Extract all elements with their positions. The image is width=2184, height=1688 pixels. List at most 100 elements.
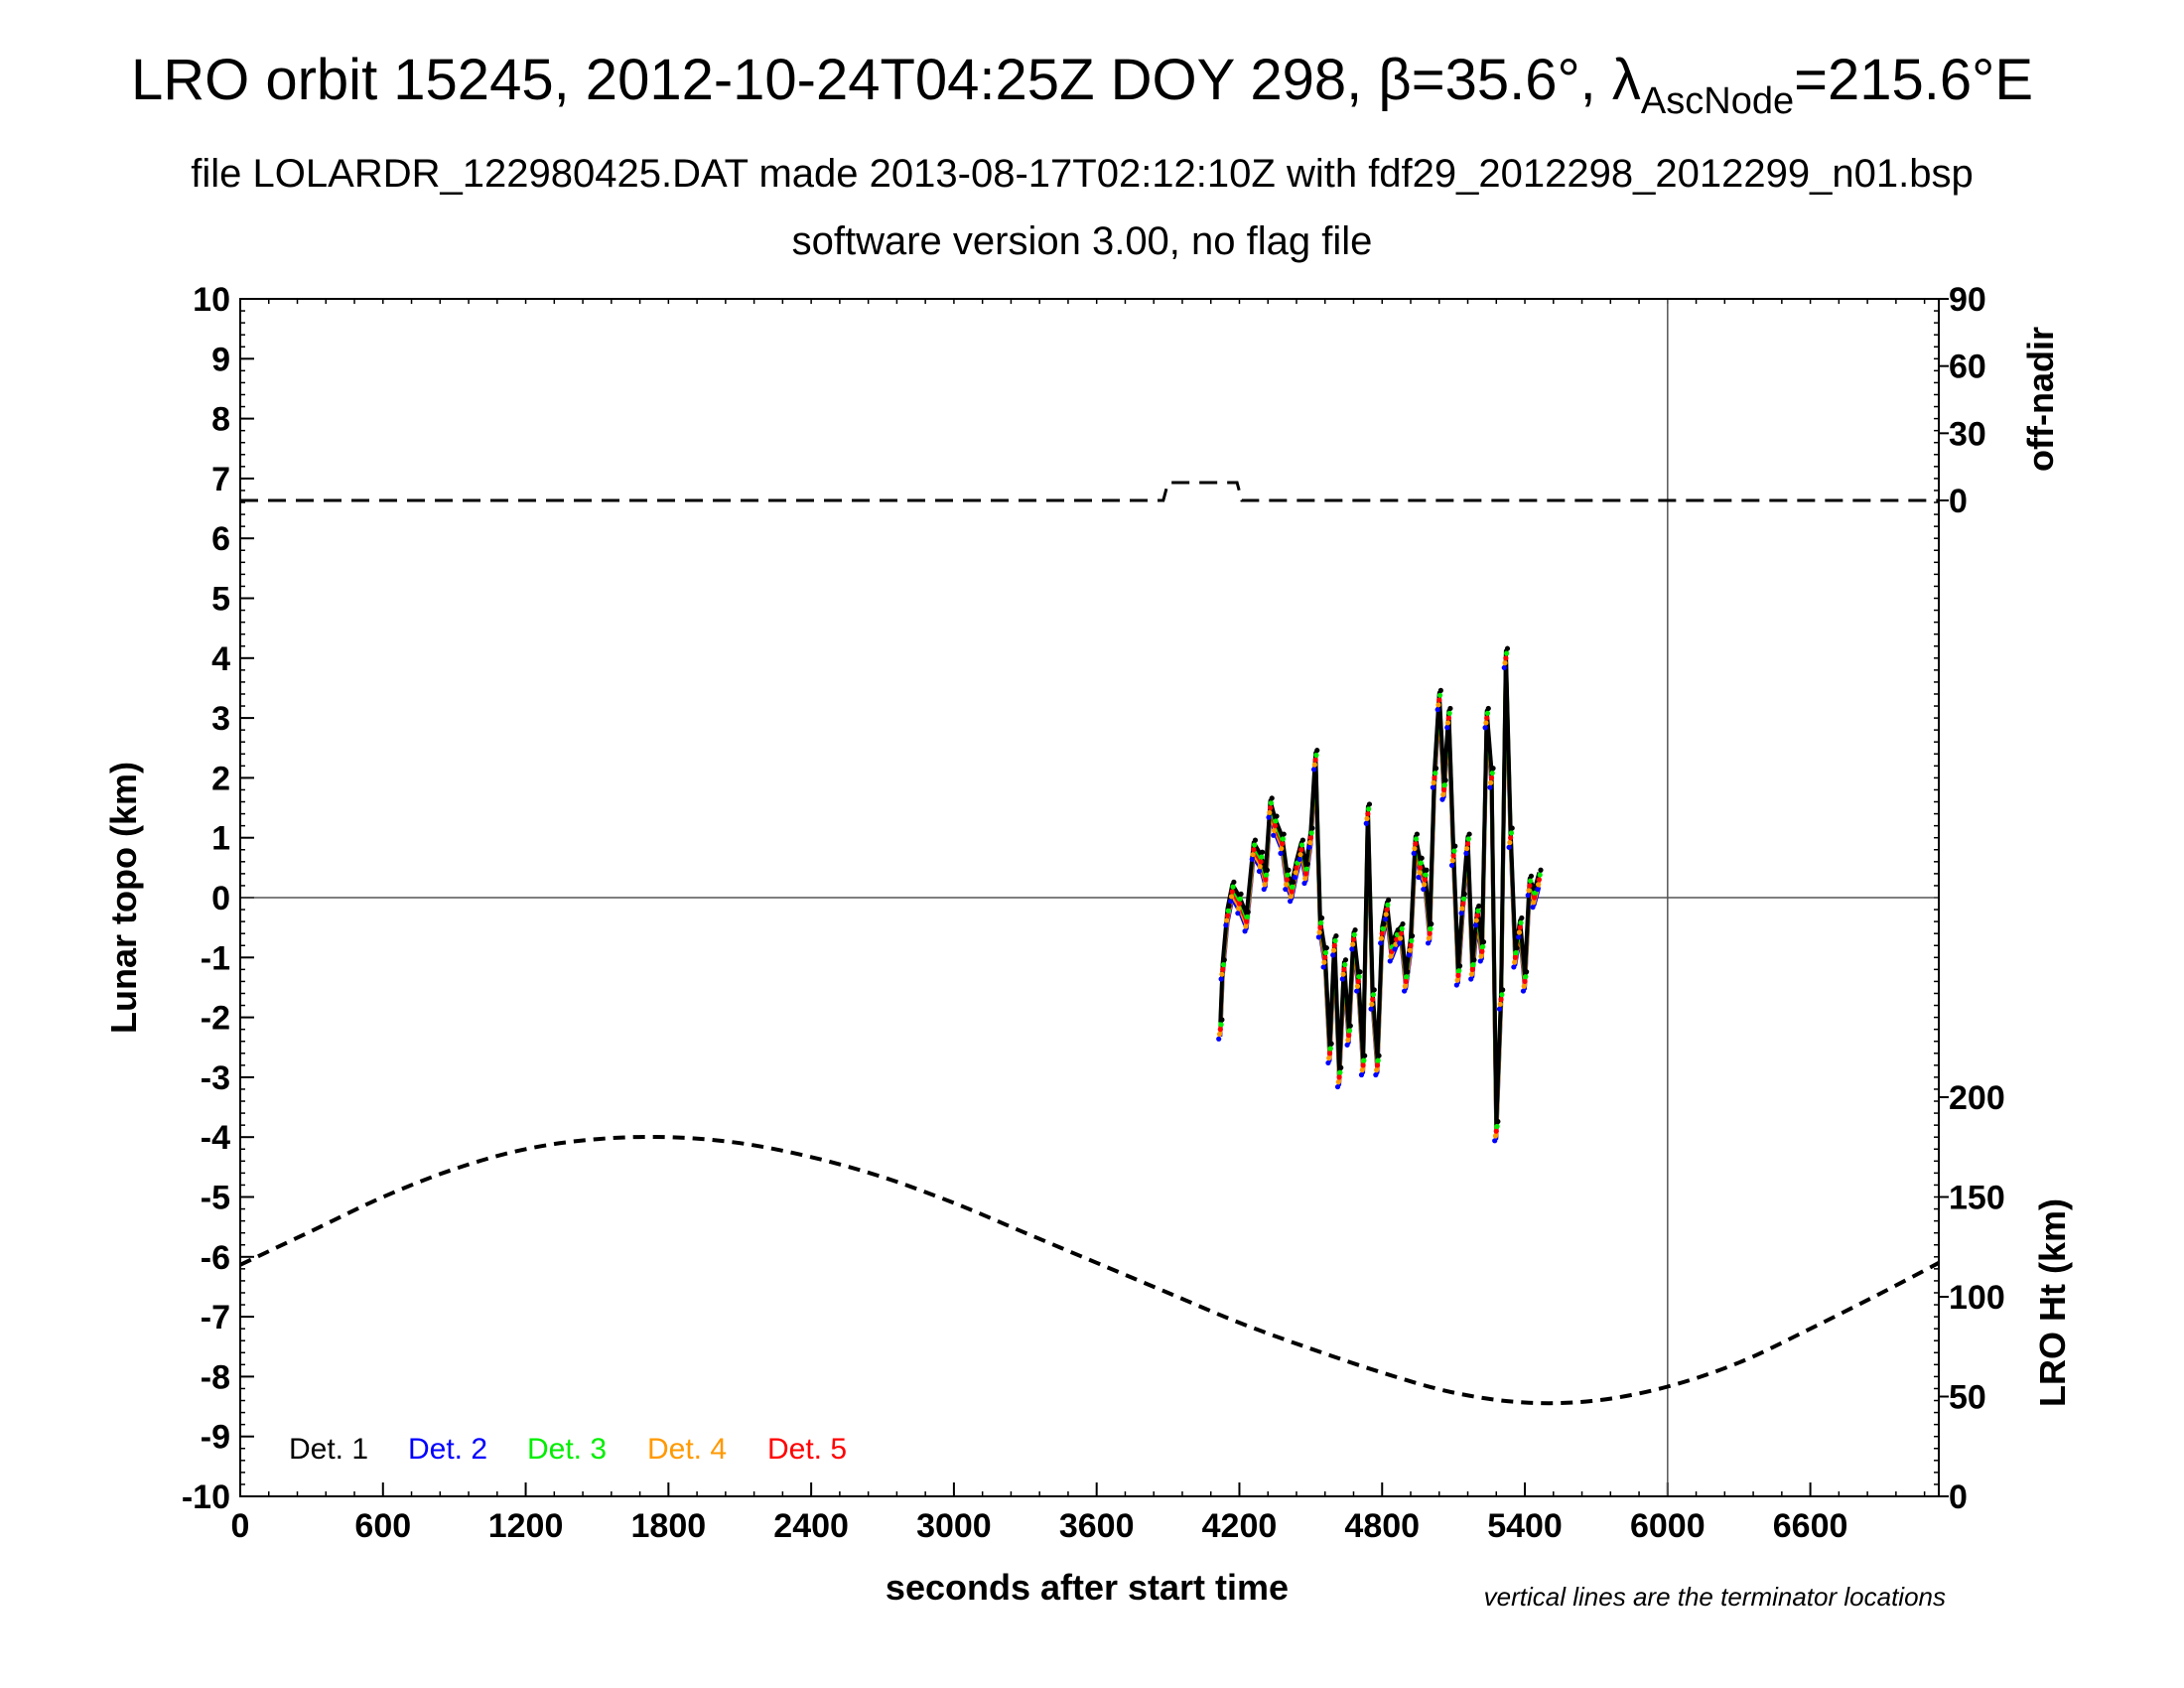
topo-point — [1266, 814, 1272, 820]
topo-point — [1251, 847, 1257, 853]
topo-point — [1366, 801, 1373, 807]
topo-point — [1406, 952, 1413, 958]
topo-point — [1475, 908, 1481, 914]
topo-point — [1497, 1001, 1503, 1007]
topo-point — [1356, 973, 1362, 980]
topo-point — [1413, 841, 1419, 847]
topo-point — [1216, 1031, 1223, 1038]
topo-point — [1474, 913, 1480, 918]
topo-point — [1236, 906, 1242, 912]
legend-det-1: Det. 1 — [289, 1433, 368, 1466]
topo-point — [1283, 886, 1289, 893]
topo-point — [1283, 882, 1290, 888]
topo-point — [1314, 748, 1320, 754]
topo-point — [1279, 845, 1285, 852]
topo-point — [1484, 715, 1490, 721]
topo-point — [1537, 872, 1543, 878]
height-tick-label: 200 — [1949, 1079, 2005, 1117]
topo-point — [1508, 835, 1514, 841]
topo-point — [1376, 1053, 1382, 1058]
topo-point — [1344, 1042, 1350, 1048]
topo-point — [1355, 978, 1361, 985]
topo-point — [1531, 900, 1537, 906]
topo-point — [1503, 655, 1509, 661]
height-tick-label: 0 — [1949, 1478, 1968, 1516]
topo-point — [1272, 823, 1279, 829]
topo-point — [1294, 865, 1299, 871]
topo-point — [1361, 1057, 1367, 1063]
topo-point — [1326, 1055, 1332, 1061]
topo-point — [1489, 770, 1495, 776]
topo-point — [1450, 853, 1456, 859]
topo-point — [1460, 896, 1467, 902]
x-tick-label: 4200 — [1202, 1507, 1278, 1545]
topo-point — [1530, 905, 1536, 911]
topo-point — [1272, 827, 1278, 834]
topo-point — [1410, 932, 1416, 939]
topo-point — [1268, 804, 1274, 811]
topo-point — [1298, 842, 1305, 848]
topo-point — [1224, 917, 1230, 923]
x-tick-label: 600 — [354, 1507, 411, 1545]
topo-point — [1364, 815, 1370, 822]
topo-point — [1369, 1001, 1375, 1007]
topo-point — [1468, 976, 1474, 982]
topo-point — [1341, 966, 1347, 972]
lro-height-axis-label: LRO Ht (km) — [2032, 1198, 2073, 1407]
topo-point — [1362, 1053, 1368, 1058]
topo-point — [1346, 1033, 1352, 1039]
topo-point — [1507, 839, 1513, 846]
topo-point — [1386, 897, 1392, 904]
topo-point — [1480, 943, 1486, 950]
topo-point — [1250, 851, 1256, 858]
topo-point — [1437, 687, 1443, 693]
topo-point — [1326, 1051, 1333, 1056]
topo-point — [1312, 757, 1318, 763]
topo-point — [1499, 992, 1505, 998]
topo-point — [1392, 946, 1398, 952]
topo-point — [1485, 705, 1491, 712]
topo-point — [1370, 996, 1376, 1003]
topo-point — [1230, 884, 1236, 890]
y-tick-label: -8 — [201, 1358, 230, 1396]
topo-point — [1536, 877, 1543, 883]
topo-point — [1285, 872, 1291, 878]
topo-point — [1315, 934, 1321, 940]
topo-point — [1297, 851, 1303, 858]
topo-point — [1419, 855, 1425, 861]
topo-point — [1269, 795, 1275, 801]
topo-point — [1452, 843, 1458, 849]
y-tick-label: 2 — [211, 760, 230, 797]
topo-point — [1464, 845, 1470, 852]
topo-point — [1310, 767, 1317, 773]
topo-point — [1280, 836, 1287, 842]
topo-point — [1460, 901, 1466, 907]
topo-point — [1446, 710, 1452, 716]
topo-point — [1455, 972, 1461, 978]
topo-point — [1473, 917, 1479, 923]
plot-area — [239, 298, 1949, 1497]
topo-point — [1336, 1074, 1342, 1080]
height-tick-label: 50 — [1949, 1379, 1986, 1417]
topo-point — [1456, 967, 1462, 974]
topo-point — [1403, 978, 1409, 985]
topo-point — [1303, 866, 1309, 872]
topo-point — [1291, 879, 1297, 885]
topo-point — [1538, 867, 1544, 873]
topo-point — [1409, 937, 1415, 944]
topo-point — [1346, 1028, 1353, 1034]
topo-point — [1321, 959, 1327, 965]
off-nadir-tick-label: 0 — [1949, 483, 1968, 520]
topo-point — [1330, 947, 1337, 953]
topo-point — [1399, 925, 1405, 931]
chart-subtitle-2: software version 3.00, no flag file — [792, 219, 1373, 263]
topo-point — [1342, 961, 1348, 968]
y-tick-label: -1 — [201, 939, 230, 977]
topo-point — [1440, 786, 1447, 793]
topo-point — [1524, 969, 1530, 975]
topo-point — [1231, 879, 1237, 885]
topo-point — [1436, 697, 1442, 703]
topo-point — [1332, 937, 1338, 944]
topo-point — [1323, 945, 1329, 951]
topo-point — [1514, 945, 1520, 951]
